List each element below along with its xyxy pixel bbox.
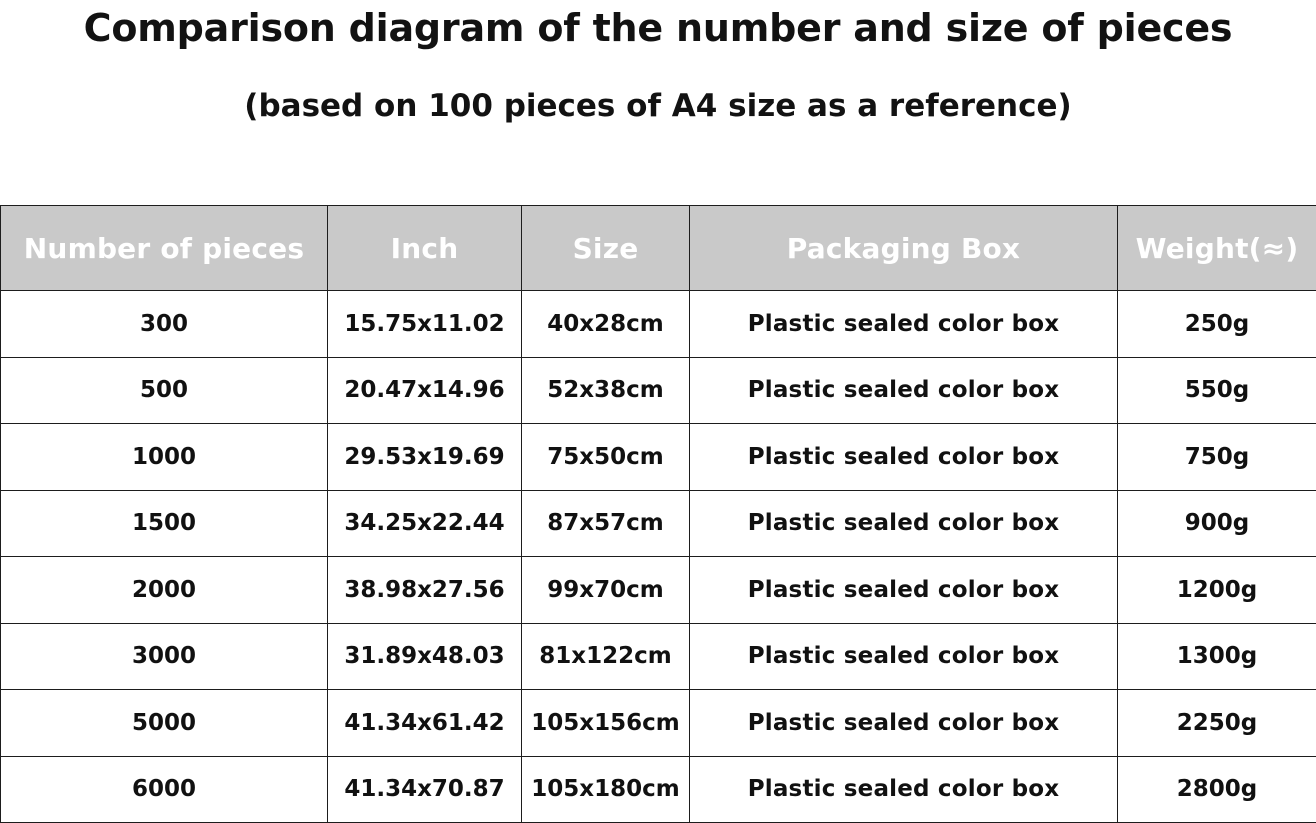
cell-weight: 250g — [1118, 291, 1316, 358]
cell-weight: 900g — [1118, 490, 1316, 557]
cell-size: 81x122cm — [522, 623, 690, 690]
cell-pieces: 2000 — [1, 557, 328, 624]
column-header-inch: Inch — [328, 206, 522, 291]
table-header: Number of pieces Inch Size Packaging Box… — [1, 206, 1316, 291]
cell-weight: 1200g — [1118, 557, 1316, 624]
cell-packaging: Plastic sealed color box — [690, 357, 1118, 424]
cell-weight: 1300g — [1118, 623, 1316, 690]
cell-packaging: Plastic sealed color box — [690, 557, 1118, 624]
column-header-pieces: Number of pieces — [1, 206, 328, 291]
cell-size: 75x50cm — [522, 424, 690, 491]
cell-size: 105x156cm — [522, 690, 690, 757]
cell-packaging: Plastic sealed color box — [690, 291, 1118, 358]
cell-weight: 2800g — [1118, 756, 1316, 823]
table-body: 300 15.75x11.02 40x28cm Plastic sealed c… — [1, 291, 1316, 823]
column-header-size: Size — [522, 206, 690, 291]
cell-pieces: 500 — [1, 357, 328, 424]
table-row: 500 20.47x14.96 52x38cm Plastic sealed c… — [1, 357, 1316, 424]
cell-weight: 550g — [1118, 357, 1316, 424]
cell-inch: 15.75x11.02 — [328, 291, 522, 358]
cell-inch: 41.34x61.42 — [328, 690, 522, 757]
cell-weight: 750g — [1118, 424, 1316, 491]
column-header-packaging: Packaging Box — [690, 206, 1118, 291]
cell-size: 52x38cm — [522, 357, 690, 424]
cell-size: 105x180cm — [522, 756, 690, 823]
table-row: 2000 38.98x27.56 99x70cm Plastic sealed … — [1, 557, 1316, 624]
cell-inch: 34.25x22.44 — [328, 490, 522, 557]
table-row: 1000 29.53x19.69 75x50cm Plastic sealed … — [1, 424, 1316, 491]
cell-packaging: Plastic sealed color box — [690, 424, 1118, 491]
page-subtitle: (based on 100 pieces of A4 size as a ref… — [0, 84, 1316, 128]
cell-packaging: Plastic sealed color box — [690, 490, 1118, 557]
cell-inch: 31.89x48.03 — [328, 623, 522, 690]
cell-size: 87x57cm — [522, 490, 690, 557]
table-row: 6000 41.34x70.87 105x180cm Plastic seale… — [1, 756, 1316, 823]
cell-pieces: 3000 — [1, 623, 328, 690]
table-row: 3000 31.89x48.03 81x122cm Plastic sealed… — [1, 623, 1316, 690]
column-header-weight: Weight(≈) — [1118, 206, 1316, 291]
cell-pieces: 6000 — [1, 756, 328, 823]
cell-inch: 41.34x70.87 — [328, 756, 522, 823]
table-header-row: Number of pieces Inch Size Packaging Box… — [1, 206, 1316, 291]
title-block: Comparison diagram of the number and siz… — [0, 0, 1316, 128]
cell-packaging: Plastic sealed color box — [690, 623, 1118, 690]
spec-table: Number of pieces Inch Size Packaging Box… — [0, 205, 1316, 823]
cell-pieces: 300 — [1, 291, 328, 358]
cell-inch: 29.53x19.69 — [328, 424, 522, 491]
table-row: 300 15.75x11.02 40x28cm Plastic sealed c… — [1, 291, 1316, 358]
cell-weight: 2250g — [1118, 690, 1316, 757]
cell-pieces: 1500 — [1, 490, 328, 557]
cell-inch: 20.47x14.96 — [328, 357, 522, 424]
table-row: 5000 41.34x61.42 105x156cm Plastic seale… — [1, 690, 1316, 757]
page-title: Comparison diagram of the number and siz… — [0, 2, 1316, 54]
spec-table-container: Number of pieces Inch Size Packaging Box… — [0, 205, 1316, 823]
cell-inch: 38.98x27.56 — [328, 557, 522, 624]
cell-pieces: 5000 — [1, 690, 328, 757]
cell-size: 40x28cm — [522, 291, 690, 358]
table-row: 1500 34.25x22.44 87x57cm Plastic sealed … — [1, 490, 1316, 557]
cell-packaging: Plastic sealed color box — [690, 690, 1118, 757]
cell-packaging: Plastic sealed color box — [690, 756, 1118, 823]
cell-pieces: 1000 — [1, 424, 328, 491]
cell-size: 99x70cm — [522, 557, 690, 624]
